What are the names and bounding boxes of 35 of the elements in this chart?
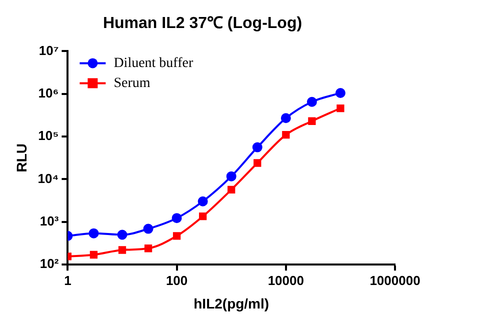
chart-title: Human IL2 37℃ (Log-Log) <box>102 15 302 32</box>
point <box>198 212 207 220</box>
y-tick-label: 10⁶ <box>38 85 59 100</box>
point <box>172 232 181 240</box>
point <box>172 213 182 224</box>
y-axis-title: RLU <box>13 144 30 172</box>
x-tick-label: 100 <box>166 272 188 288</box>
point <box>90 250 98 259</box>
point <box>282 130 290 139</box>
y-tick-label: 10³ <box>40 214 60 228</box>
point <box>143 224 154 234</box>
x-axis-title: hIL2(pg/ml) <box>194 295 270 312</box>
x-tick-label: 1 <box>64 272 72 288</box>
point <box>144 244 152 252</box>
point <box>226 171 236 182</box>
legend-label: Diluent buffer <box>114 56 194 71</box>
x-tick-label: 10000 <box>268 272 304 288</box>
point <box>117 230 128 240</box>
point <box>228 186 236 194</box>
legend-label: Serum <box>114 76 150 91</box>
y-tick-label: 10² <box>40 256 60 272</box>
point <box>336 104 344 112</box>
point <box>254 159 262 167</box>
x-tick-label: 1000000 <box>370 272 420 288</box>
point <box>252 142 262 152</box>
point <box>88 228 99 238</box>
point <box>280 113 291 124</box>
point <box>198 196 208 206</box>
point <box>308 117 316 125</box>
y-tick-label: 10⁴ <box>38 170 59 186</box>
point <box>335 88 346 98</box>
point <box>306 96 317 107</box>
y-tick-label: 10⁵ <box>38 128 59 144</box>
point <box>118 246 126 254</box>
y-tick-label: 10⁷ <box>38 42 59 58</box>
